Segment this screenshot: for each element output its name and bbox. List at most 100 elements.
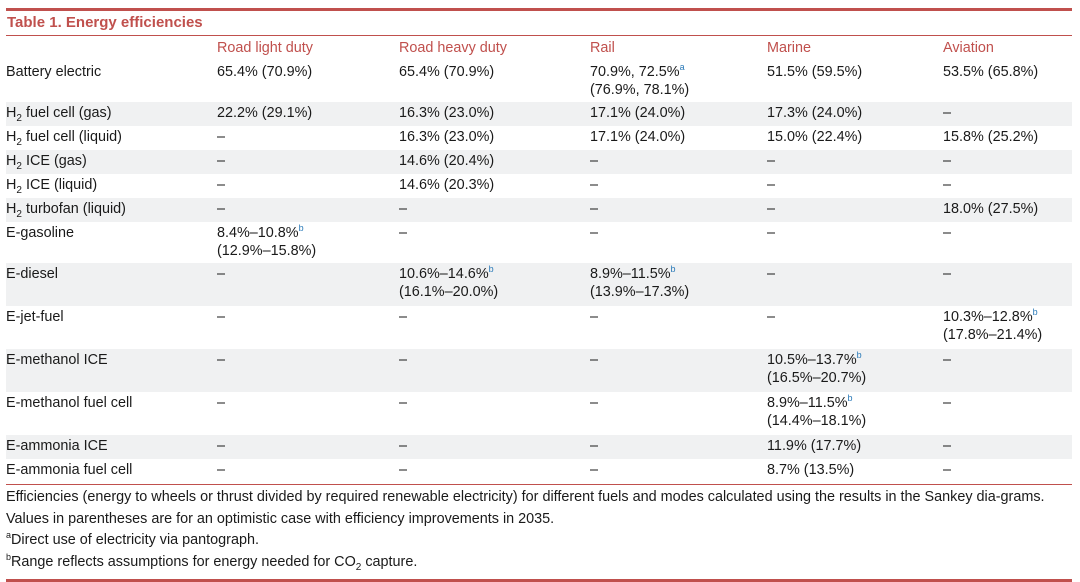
table-bottom-rule	[6, 484, 1072, 485]
value-cell: –	[767, 222, 943, 263]
cell-text: ICE (gas)	[21, 153, 87, 169]
cell-text: –	[943, 225, 952, 241]
cell-text: –	[590, 462, 599, 478]
cell-text: –	[399, 438, 408, 454]
value-cell-text: –	[399, 459, 590, 479]
cell-text: –	[767, 153, 776, 169]
value-cell: 8.9%–11.5%b (14.4%–18.1%)	[767, 392, 943, 435]
value-cell-text: 10.5%–13.7%b (16.5%–20.7%)	[767, 349, 943, 387]
table-row-e-gasoline: E-gasoline 8.4%–10.8%b (12.9%–15.8%) – – – –	[6, 222, 1072, 263]
value-cell: –	[767, 306, 943, 349]
row-label-text: E-gasoline	[6, 222, 217, 242]
value-cell-text: –	[943, 459, 1072, 479]
footnote-b-text: Range reflects assumptions for energy ne…	[11, 553, 356, 570]
value-cell-text: –	[217, 459, 399, 479]
row-label: E-diesel	[6, 263, 217, 306]
value-cell: –	[943, 222, 1072, 263]
value-cell-text: –	[399, 392, 590, 412]
value-cell-text: –	[767, 263, 943, 283]
cell-text: –	[943, 153, 952, 169]
value-cell-text: 53.5% (65.8%)	[943, 61, 1072, 81]
footnote-b: bRange reflects assumptions for energy n…	[6, 552, 1072, 574]
value-cell-text: –	[590, 306, 767, 326]
row-label: H2 fuel cell (gas)	[6, 102, 217, 126]
subscript: 2	[16, 160, 22, 172]
table-body: Battery electric 65.4% (70.9%) 65.4% (70.9…	[6, 61, 1072, 483]
row-label: H2 turbofan (liquid)	[6, 198, 217, 222]
cell-text: H	[6, 201, 17, 217]
cell-text: –	[217, 153, 226, 169]
cell-text: E-methanol fuel cell	[6, 395, 133, 411]
value-cell-text: –	[590, 198, 767, 218]
value-cell: –	[943, 174, 1072, 198]
value-cell: –	[217, 459, 399, 483]
cell-text: –	[767, 266, 776, 282]
value-cell: 18.0% (27.5%)	[943, 198, 1072, 222]
cell-text: E-ammonia ICE	[6, 438, 108, 454]
value-cell-text: 14.6% (20.4%)	[399, 150, 590, 170]
footnote-marker: b	[670, 264, 676, 275]
value-cell: –	[590, 174, 767, 198]
header-marine: Marine	[767, 40, 811, 56]
cell-text: –	[943, 105, 952, 121]
value-cell: 10.3%–12.8%b (17.8%–21.4%)	[943, 306, 1072, 349]
value-cell-text: –	[217, 150, 399, 170]
value-cell-text: –	[399, 198, 590, 218]
table-row-e-ammonia-ice: E-ammonia ICE – – – 11.9% (17.7%) –	[6, 435, 1072, 459]
value-cell-text: 16.3% (23.0%)	[399, 126, 590, 146]
row-label-text: E-methanol fuel cell	[6, 392, 217, 412]
value-cell: 16.3% (23.0%)	[399, 126, 590, 150]
value-cell-text: –	[943, 349, 1072, 369]
cell-text: –	[943, 177, 952, 193]
footnote-a: aDirect use of electricity via pantograp…	[6, 530, 1072, 552]
value-cell: –	[943, 435, 1072, 459]
cell-text: 8.4%–10.8%	[217, 225, 299, 241]
bottom-rule	[6, 579, 1072, 582]
value-cell: –	[943, 349, 1072, 392]
header-cell-blank	[6, 36, 217, 61]
value-cell: 8.9%–11.5%b (13.9%–17.3%)	[590, 263, 767, 306]
cell-text: E-jet-fuel	[6, 309, 64, 325]
value-cell: 10.6%–14.6%b (16.1%–20.0%)	[399, 263, 590, 306]
value-cell: 15.8% (25.2%)	[943, 126, 1072, 150]
value-cell: –	[767, 174, 943, 198]
cell-text: –	[217, 177, 226, 193]
value-cell: –	[399, 392, 590, 435]
value-cell-text: 15.8% (25.2%)	[943, 126, 1072, 146]
value-cell: 14.6% (20.3%)	[399, 174, 590, 198]
cell-text: (16.5%–20.7%)	[767, 370, 867, 386]
row-label-text: Battery electric	[6, 61, 217, 81]
footnote-marker: b	[298, 223, 304, 234]
cell-text: H	[6, 105, 17, 121]
cell-text: 17.3% (24.0%)	[767, 105, 863, 121]
value-cell: 17.1% (24.0%)	[590, 102, 767, 126]
value-cell: –	[767, 150, 943, 174]
cell-text: 65.4% (70.9%)	[217, 64, 313, 80]
cell-text: 15.8% (25.2%)	[943, 129, 1039, 145]
value-cell-text: –	[767, 174, 943, 194]
cell-text: H	[6, 153, 17, 169]
value-cell: –	[943, 263, 1072, 306]
value-cell-text: –	[590, 174, 767, 194]
value-cell: –	[217, 435, 399, 459]
cell-text: 22.2% (29.1%)	[217, 105, 313, 121]
header-road-heavy-duty: Road heavy duty	[399, 40, 508, 56]
value-cell: –	[590, 306, 767, 349]
cell-text: ICE (liquid)	[21, 177, 98, 193]
cell-text: 8.9%–11.5%	[767, 395, 848, 411]
header-row: Road light duty Road heavy duty Rail Mar…	[6, 36, 1072, 61]
row-label: H2 ICE (gas)	[6, 150, 217, 174]
cell-text: 10.5%–13.7%	[767, 352, 857, 368]
value-cell-text: –	[767, 198, 943, 218]
value-cell-text: 8.9%–11.5%b (14.4%–18.1%)	[767, 392, 943, 430]
cell-text: (17.8%–21.4%)	[943, 327, 1043, 343]
value-cell-text: 17.1% (24.0%)	[590, 102, 767, 122]
header-road-light-duty: Road light duty	[217, 40, 313, 56]
cell-text: –	[767, 177, 776, 193]
value-cell: –	[217, 126, 399, 150]
row-label-text: E-ammonia fuel cell	[6, 459, 217, 479]
cell-text: –	[590, 438, 599, 454]
value-cell-text: 16.3% (23.0%)	[399, 102, 590, 122]
value-cell: 65.4% (70.9%)	[217, 61, 399, 102]
value-cell: 51.5% (59.5%)	[767, 61, 943, 102]
